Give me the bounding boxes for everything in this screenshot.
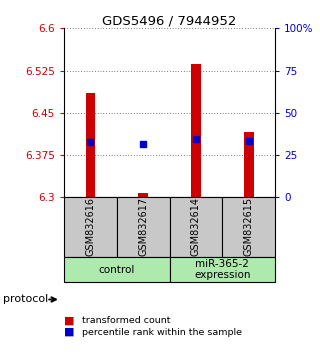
Text: ■: ■ — [64, 327, 75, 337]
Text: percentile rank within the sample: percentile rank within the sample — [82, 327, 242, 337]
Bar — [244, 132, 253, 197]
Bar — [191, 64, 201, 197]
Text: protocol: protocol — [3, 294, 48, 304]
Bar — [64, 257, 170, 282]
Bar — [139, 193, 148, 197]
Text: GSM832617: GSM832617 — [138, 196, 148, 256]
Text: control: control — [99, 264, 135, 274]
Bar — [64, 197, 117, 257]
Bar — [170, 257, 275, 282]
Bar — [86, 93, 95, 197]
Text: GSM832615: GSM832615 — [244, 196, 254, 256]
Bar — [222, 197, 275, 257]
Text: GSM832614: GSM832614 — [191, 196, 201, 256]
Bar — [170, 197, 222, 257]
Bar — [117, 197, 170, 257]
Text: GSM832616: GSM832616 — [85, 196, 95, 256]
Text: ■: ■ — [64, 315, 75, 325]
Text: miR-365-2
expression: miR-365-2 expression — [194, 259, 251, 280]
Text: transformed count: transformed count — [82, 316, 170, 325]
Title: GDS5496 / 7944952: GDS5496 / 7944952 — [102, 14, 237, 27]
